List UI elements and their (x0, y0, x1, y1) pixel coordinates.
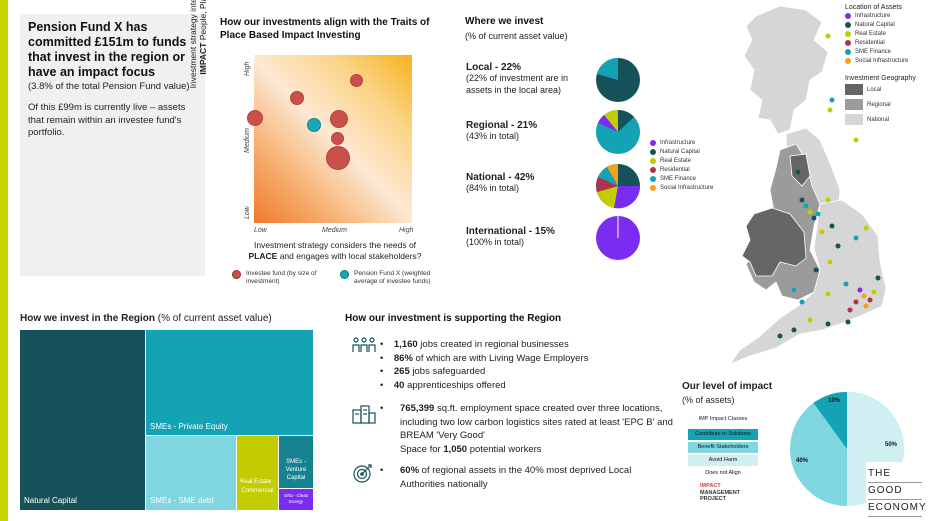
pie-legend-item: SME Finance (650, 174, 713, 183)
treemap-sme-debt: SMEs - SME debt (146, 436, 236, 510)
investee-fund-bubble (247, 110, 263, 126)
investee-fund-bubble (330, 110, 348, 128)
map-geo-item: Regional (845, 97, 916, 112)
investee-fund-bubble (350, 74, 363, 87)
jobs-bullet: • 1,160 jobs created in regional busines… (380, 339, 569, 350)
investee-fund-bubble (331, 132, 344, 145)
pie-legend-item: Residential (650, 165, 713, 174)
pie-legend-item: Infrastructure (650, 138, 713, 147)
investee-fund-bubble (290, 91, 304, 105)
treemap-real-estate: Real Estate - Commercial (237, 436, 278, 510)
map-legend-item: SME Finance (845, 47, 916, 56)
x-tick-low: Low (254, 227, 267, 234)
impact-pie-label: 10% (828, 398, 841, 404)
space-bullet: • 765,399 sq.ft. employment space create… (380, 403, 673, 455)
y-tick-low: Low (244, 206, 251, 219)
region-section-title: How we invest in the Region (% of curren… (20, 313, 272, 324)
where-we-invest-title: Where we invest (465, 16, 544, 27)
jobs-list: • 1,160 jobs created in regional busines… (380, 338, 680, 392)
impact-section-subtitle: (% of assets) (682, 395, 735, 405)
impact-section-title: Our level of impact (682, 381, 773, 392)
treemap-private-equity: SMEs - Private Equity (146, 330, 313, 435)
asset-markers (777, 33, 881, 339)
treemap-infra-clean-energy: Infra - Clean Energy (279, 489, 313, 510)
international-pie (596, 216, 640, 260)
map-legend-item: Social Infrastructure (845, 56, 916, 65)
map-legend: Location of Assets Infrastructure Natura… (845, 4, 916, 127)
y-tick-high: High (244, 61, 251, 76)
pie-legend-item: Social Infrastructure (650, 183, 713, 192)
geo-row-local: Local - 22% (22% of investment are in as… (466, 62, 569, 95)
traits-x-axis-title: Investment strategy considers the needs … (248, 240, 422, 261)
commitment-summary-box: Pension Fund X has committed £151m to fu… (20, 14, 205, 276)
local-pie (596, 58, 640, 102)
x-tick-medium: Medium (322, 227, 347, 234)
pie-legend-item: Natural Capital (650, 147, 713, 156)
target-icon (353, 464, 372, 483)
traits-y-axis-title: Investment strategy intends to positivel… (188, 0, 208, 89)
traits-chart-title: How our investments align with the Trait… (220, 17, 430, 41)
the-good-economy-logo: THE GOOD ECONOMY (868, 466, 926, 517)
map-legend-item: Residential (845, 38, 916, 47)
uk-map (728, 5, 887, 365)
map-assets-title: Location of Assets (845, 4, 902, 11)
investee-fund-bubble (326, 146, 350, 170)
geo-row-regional: Regional - 21% (43% in total) (466, 120, 538, 141)
where-we-invest-subtitle: (% of current asset value) (465, 31, 568, 41)
treemap-venture-capital: SMEs - Venture Capital (279, 436, 313, 488)
map-legend-item: Real Estate (845, 29, 916, 38)
people-icon (352, 337, 376, 352)
regional-pie (596, 109, 640, 154)
geo-row-national: National - 42% (84% in total) (466, 172, 535, 193)
traits-bubble-plot (247, 55, 412, 223)
y-tick-medium: Medium (244, 128, 251, 153)
legend-pension-fund: Pension Fund X (weighted average of inve… (340, 270, 432, 286)
imp-class-avoid-harm: Avoid Harm (688, 455, 758, 466)
map-legend-item: Natural Capital (845, 20, 916, 29)
impact-pie-label: 40% (796, 458, 809, 464)
treemap-natural-capital: Natural Capital (20, 330, 145, 510)
brand-box (866, 462, 924, 512)
jobs-bullet: • 265 jobs safeguarded (380, 366, 486, 377)
commitment-share: (3.8% of the total Pension Fund value) (28, 81, 190, 92)
map-geo-item: Local (845, 82, 916, 97)
jobs-bullet: • 40 apprenticeships offered (380, 379, 506, 391)
map-geo-item: National (845, 112, 916, 127)
pie-legend: Infrastructure Natural Capital Real Esta… (650, 138, 713, 192)
map-legend-item: Infrastructure (845, 11, 916, 20)
pension-fund-swatch (340, 270, 349, 279)
pension-fund-bubble (307, 118, 321, 132)
x-tick-high: High (399, 227, 414, 234)
live-assets-text: Of this £99m is currently live – assets … (28, 102, 186, 138)
imp-class-not-align: Does not Align (688, 468, 758, 479)
imp-class-contribute: Contribute to Solutions (688, 429, 758, 440)
map-geo-title: Investment Geography (845, 75, 916, 82)
geo-row-international: International - 15% (100% in total) (466, 226, 555, 247)
imp-logo: IMPACT MANAGEMENT PROJECT (700, 483, 741, 502)
impact-pie-label: 50% (885, 442, 898, 448)
region-treemap: Natural Capital SMEs - Private Equity SM… (20, 330, 313, 510)
imp-class-benefit: Benefit Stakeholders (688, 442, 758, 453)
support-section-title: How our investment is supporting the Reg… (345, 313, 562, 324)
investee-fund-swatch (232, 270, 241, 279)
buildings-icon (352, 405, 376, 424)
imp-classes-title: IMP Impact Classes (698, 416, 748, 422)
accent-bar (0, 0, 8, 521)
jobs-bullet: • 86% of which are with Living Wage Empl… (380, 352, 589, 364)
commitment-headline: Pension Fund X has committed £151m to fu… (28, 20, 187, 79)
pie-legend-item: Real Estate (650, 156, 713, 165)
legend-investee-fund: Investee fund (by size of investment) (232, 270, 324, 286)
national-pie (596, 164, 641, 209)
deprived-areas-bullet: • 60% of regional assets in the 40% most… (380, 465, 632, 490)
